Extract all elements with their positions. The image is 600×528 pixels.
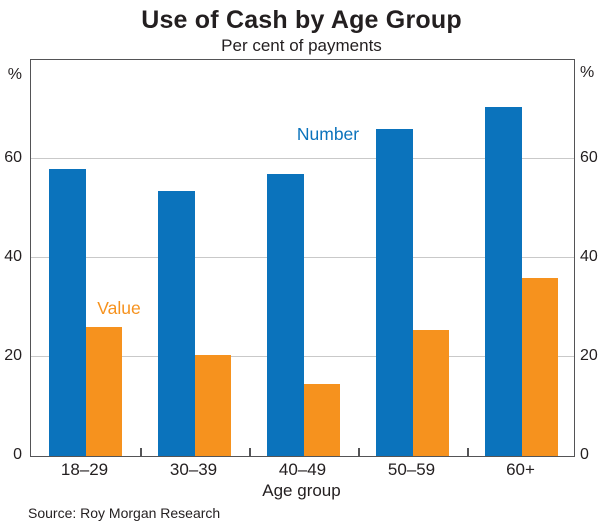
x-axis-tick [249,448,251,456]
series-label-number: Number [296,124,360,144]
x-category-label: 60+ [506,460,535,479]
x-category-label: 18–29 [60,460,109,479]
chart-title: Use of Cash by Age Group [141,6,462,34]
y-axis-unit-right: % [580,64,595,81]
x-category-label: 40–49 [278,460,327,479]
y-axis-labels-left: 0 20 40 60 [0,59,24,463]
bar-number-60+ [485,107,522,456]
x-axis-tick [140,448,142,456]
bar-value-60+ [521,277,558,456]
chart-subtitle: Per cent of payments [221,36,382,55]
x-axis-title: Age group [262,481,341,500]
y-axis-labels-right: 0 20 40 60 [579,59,600,463]
bar-value-40–49 [303,384,340,456]
x-category-label: 50–59 [387,460,436,479]
y-axis-label-0: 0 [13,446,22,463]
bar-number-40–49 [267,173,304,456]
y-axis-label-40: 40 [4,248,22,265]
y-axis-label-20: 20 [4,347,22,364]
bar-value-50–59 [412,329,449,456]
plot-area: Number Value [30,59,575,457]
x-axis-ticks-layer [31,60,574,456]
series-label-value: Value [97,298,141,318]
y-axis-label-0: 0 [580,446,589,463]
bars-layer [31,60,574,456]
bar-value-30–39 [194,354,231,456]
y-axis-label-20: 20 [580,347,598,364]
y-axis-label-60: 60 [580,149,598,166]
bar-number-18–29 [49,168,86,456]
x-category-label: 30–39 [169,460,218,479]
bar-number-30–39 [158,191,195,456]
gridline-60 [31,158,574,159]
bar-number-50–59 [376,129,413,456]
y-axis-unit-left: % [7,66,22,83]
x-axis-tick [467,448,469,456]
y-axis-label-40: 40 [580,248,598,265]
bar-value-18–29 [85,327,122,456]
x-axis-category-labels: 18–29 30–39 40–49 50–59 60+ [30,460,573,480]
x-axis-tick [358,448,360,456]
y-axis-label-60: 60 [4,149,22,166]
source-note: Source: Roy Morgan Research [28,505,221,521]
